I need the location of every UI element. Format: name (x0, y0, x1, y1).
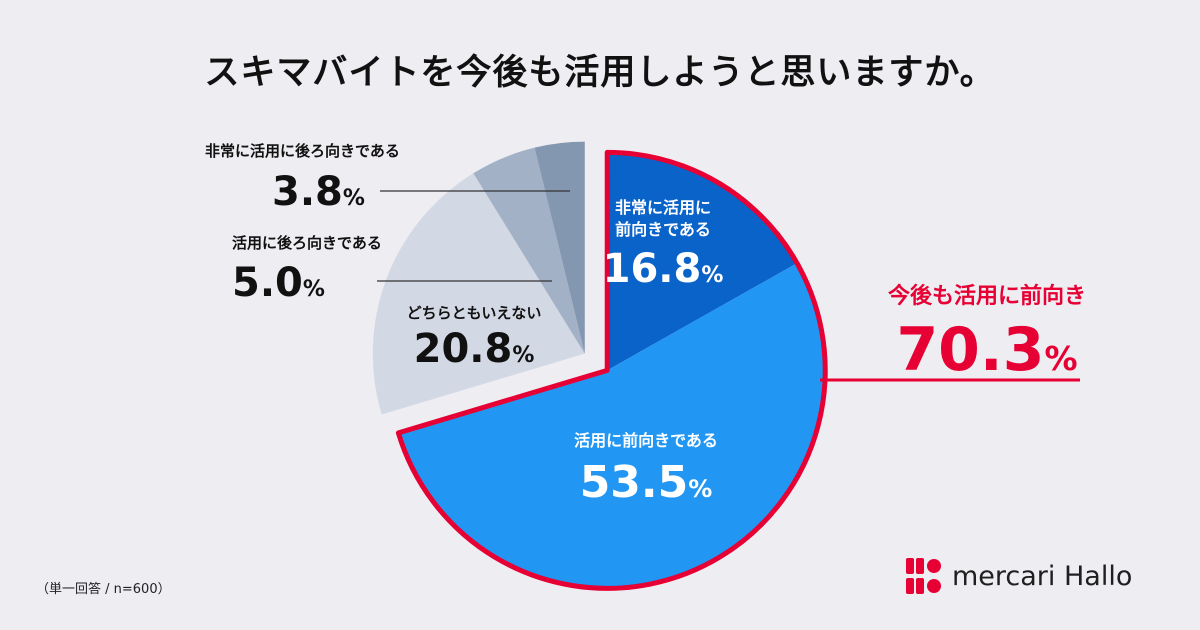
slice-label-positive: 活用に前向きである (574, 431, 718, 450)
brand-name: mercari Hallo (952, 560, 1133, 592)
slice-label-very-positive: 非常に活用に (615, 198, 711, 217)
slice-label-neutral: どちらともいえない (407, 304, 542, 322)
slice-neutral (372, 173, 585, 415)
slice-label-very-positive: 前向きである (615, 220, 711, 239)
slice-value-negative: 5.0% (232, 260, 325, 306)
highlight-outline (395, 149, 828, 591)
slice-negative (473, 147, 585, 354)
sample-note: （単一回答 / n=600） (36, 582, 171, 597)
slice-value-neutral: 20.8% (414, 326, 535, 372)
slice-positive (398, 263, 826, 589)
highlight-value: 70.3% (896, 315, 1077, 385)
slice-value-very-negative: 3.8% (272, 169, 365, 215)
highlight-label: 今後も活用に前向き (888, 283, 1086, 309)
hallo-logo-icon (906, 558, 941, 594)
page-title: スキマバイトを今後も活用しようと思いますか。 (204, 53, 996, 93)
slice-label-negative: 活用に後ろ向きである (232, 234, 382, 252)
brand-logo: mercari Hallo (906, 556, 1166, 596)
slice-label-very-negative: 非常に活用に後ろ向きである (205, 142, 400, 160)
slice-value-positive: 53.5% (580, 457, 713, 508)
slice-very-negative (534, 141, 585, 354)
slice-value-very-positive: 16.8% (603, 246, 724, 292)
